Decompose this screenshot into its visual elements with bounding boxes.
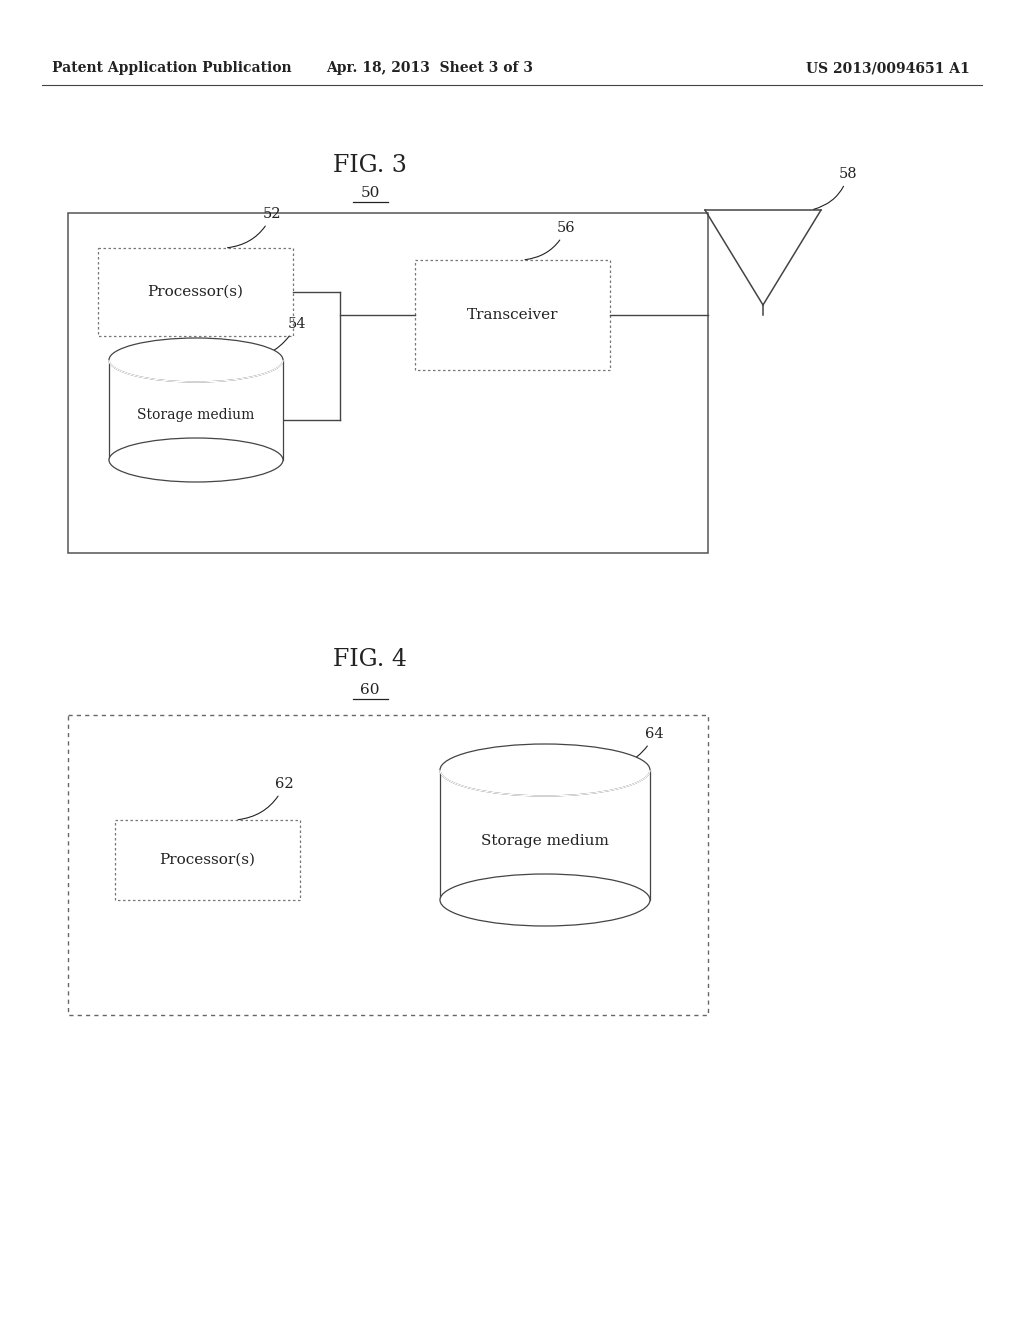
Ellipse shape (109, 438, 283, 482)
Ellipse shape (440, 874, 650, 927)
Ellipse shape (440, 744, 650, 796)
Bar (440, 770, 650, 900)
Bar (415, 260, 610, 370)
Text: 64: 64 (600, 727, 665, 770)
Text: 56: 56 (525, 220, 575, 260)
Bar (109, 360, 283, 459)
Text: FIG. 4: FIG. 4 (333, 648, 407, 672)
Text: Processor(s): Processor(s) (147, 285, 244, 300)
Bar (68, 213, 708, 553)
Text: Processor(s): Processor(s) (160, 853, 256, 867)
Text: 58: 58 (814, 168, 858, 210)
Text: FIG. 3: FIG. 3 (333, 153, 407, 177)
Bar (98, 248, 293, 337)
Text: Apr. 18, 2013  Sheet 3 of 3: Apr. 18, 2013 Sheet 3 of 3 (327, 61, 534, 75)
Bar (68, 715, 708, 1015)
Text: Storage medium: Storage medium (481, 834, 609, 849)
Text: US 2013/0094651 A1: US 2013/0094651 A1 (806, 61, 970, 75)
Text: 60: 60 (360, 682, 380, 697)
Text: Patent Application Publication: Patent Application Publication (52, 61, 292, 75)
Text: 52: 52 (227, 207, 282, 248)
Text: 54: 54 (243, 317, 306, 360)
Ellipse shape (109, 338, 283, 381)
Text: Transceiver: Transceiver (467, 308, 558, 322)
Text: 50: 50 (360, 186, 380, 201)
Text: Storage medium: Storage medium (137, 408, 255, 422)
Text: 62: 62 (238, 777, 294, 820)
Bar (115, 820, 300, 900)
